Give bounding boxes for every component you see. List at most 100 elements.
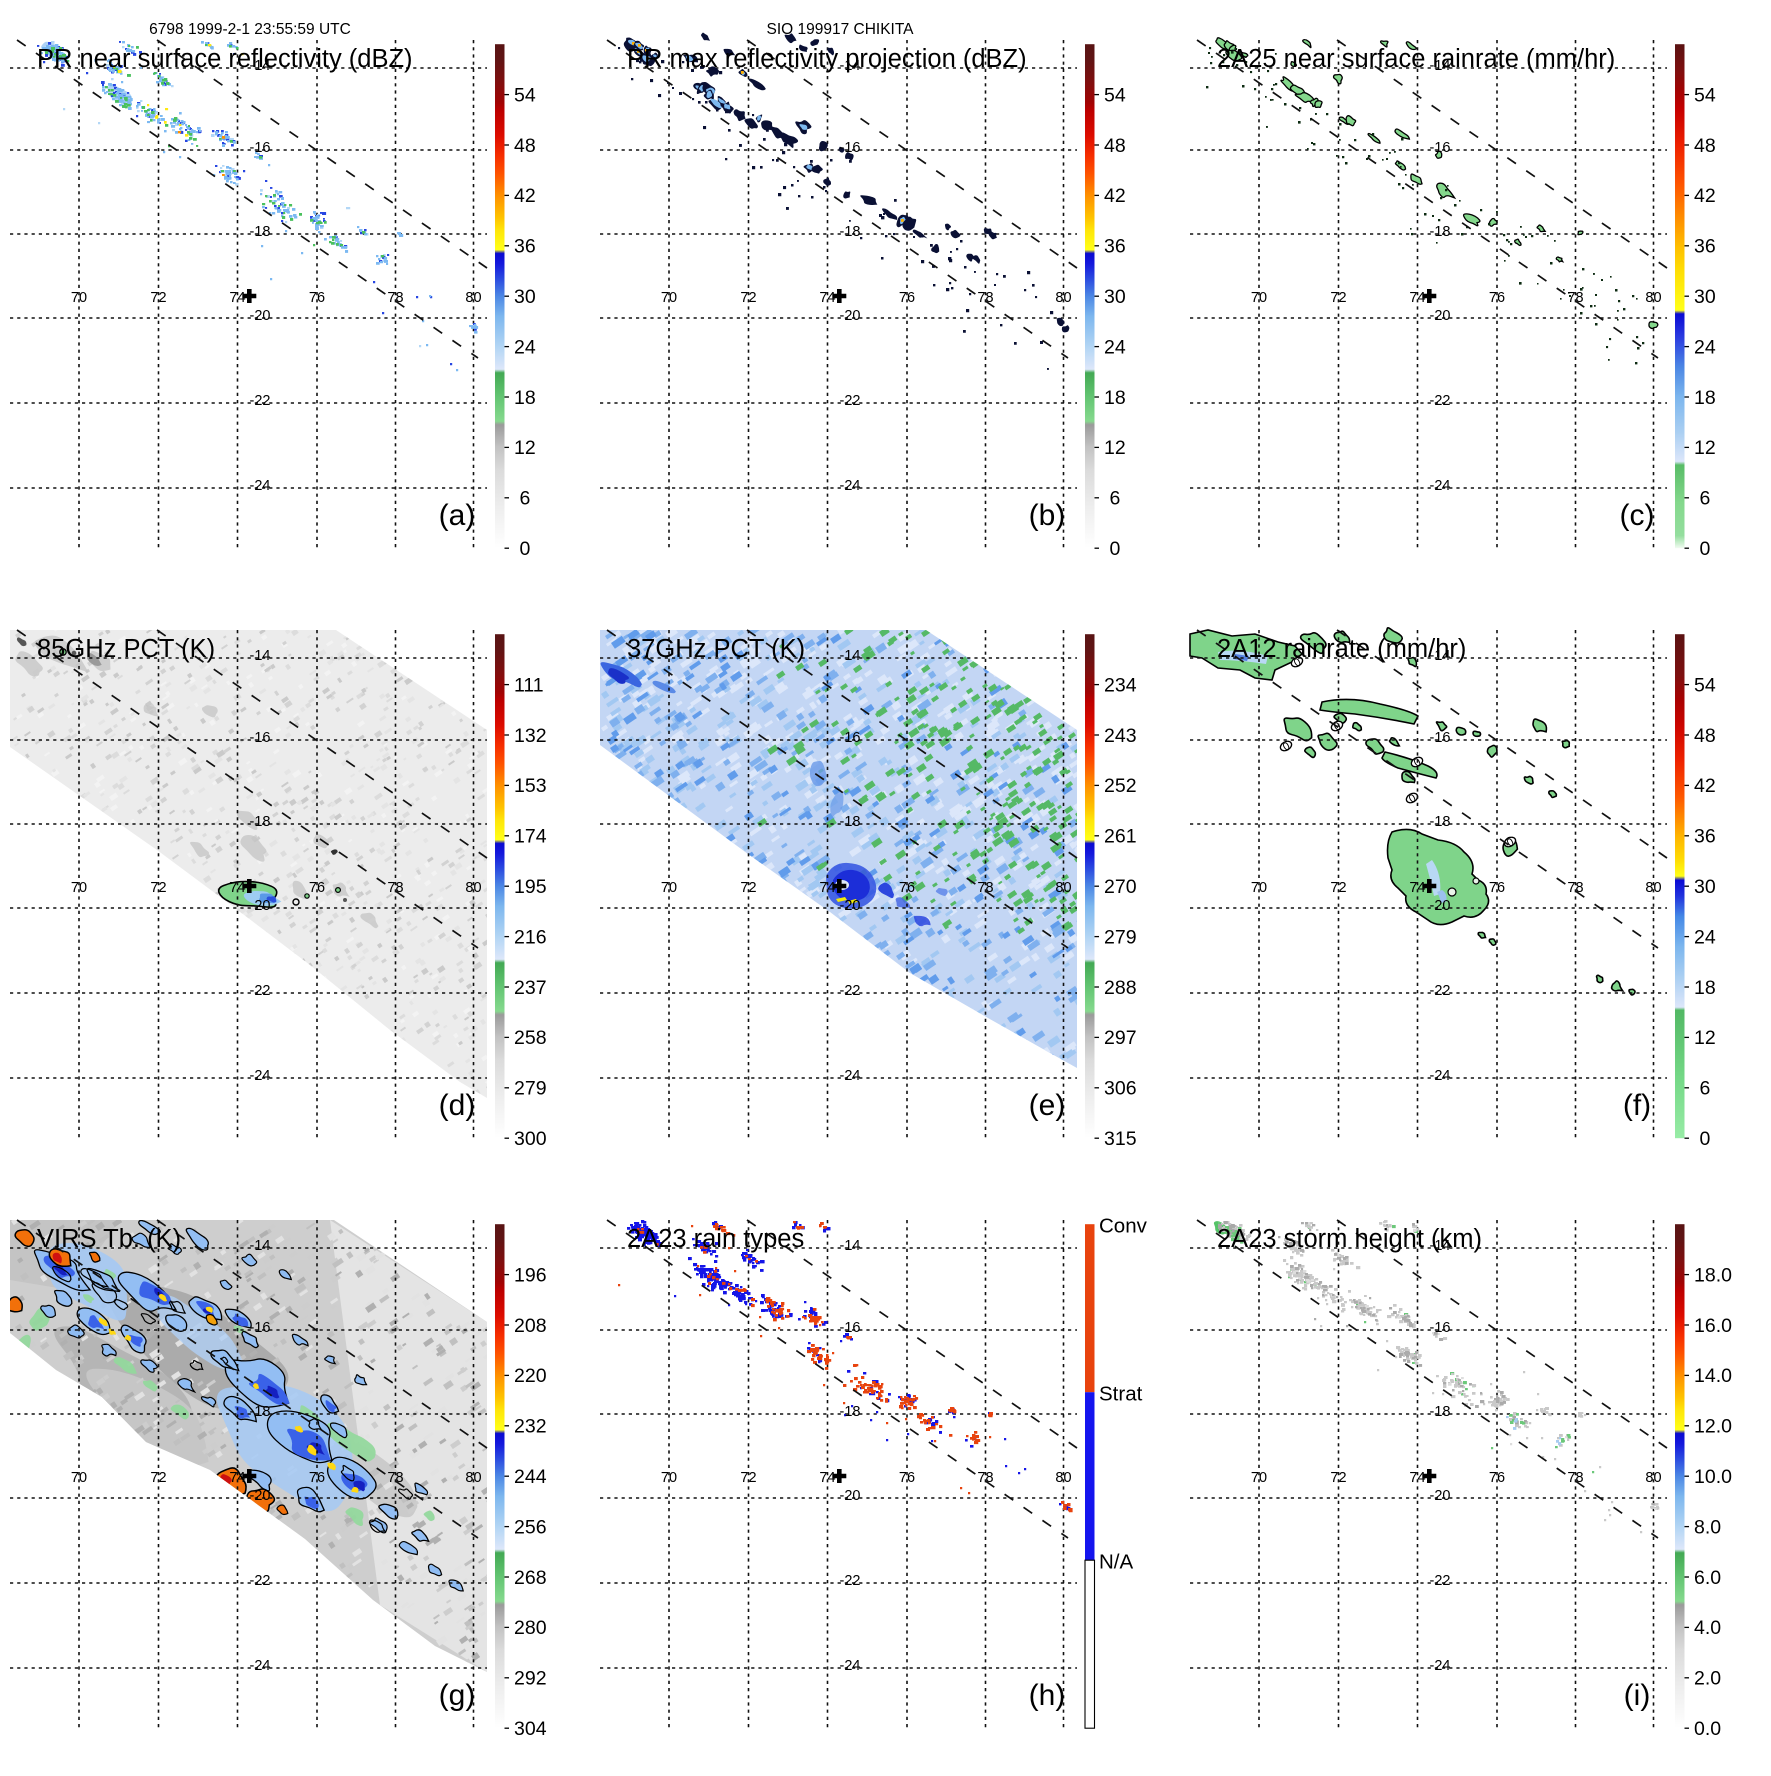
svg-text:76: 76 — [309, 880, 325, 896]
svg-text:30: 30 — [1694, 286, 1716, 308]
svg-text:70: 70 — [661, 1470, 677, 1486]
svg-text:-18: -18 — [1430, 1404, 1451, 1420]
svg-text:300: 300 — [514, 1128, 547, 1150]
svg-text:132: 132 — [514, 725, 547, 747]
svg-text:SIO 199917 CHIKITA: SIO 199917 CHIKITA — [766, 21, 914, 38]
svg-text:70: 70 — [1251, 1470, 1267, 1486]
svg-text:195: 195 — [514, 876, 547, 898]
svg-text:70: 70 — [1251, 880, 1267, 896]
svg-text:-14: -14 — [250, 648, 271, 664]
svg-text:37GHz PCT (K): 37GHz PCT (K) — [627, 635, 805, 663]
svg-text:-24: -24 — [840, 1658, 861, 1674]
svg-text:-16: -16 — [250, 730, 271, 746]
svg-text:54: 54 — [514, 84, 536, 106]
svg-text:243: 243 — [1104, 725, 1137, 747]
svg-text:-24: -24 — [250, 478, 271, 494]
svg-text:-22: -22 — [840, 1573, 861, 1589]
svg-text:72: 72 — [150, 1470, 166, 1486]
svg-text:2A23 storm height (km): 2A23 storm height (km) — [1217, 1225, 1482, 1253]
svg-text:30: 30 — [514, 286, 536, 308]
svg-text:237: 237 — [514, 977, 547, 999]
svg-text:-20: -20 — [1430, 308, 1451, 324]
svg-text:2A12 rainrate (mm/hr): 2A12 rainrate (mm/hr) — [1217, 635, 1466, 663]
svg-text:-24: -24 — [250, 1658, 271, 1674]
svg-text:-20: -20 — [840, 1488, 861, 1504]
svg-text:6.0: 6.0 — [1694, 1567, 1721, 1589]
svg-text:74: 74 — [1409, 880, 1425, 896]
svg-text:-16: -16 — [840, 730, 861, 746]
svg-text:48: 48 — [1694, 135, 1716, 157]
svg-text:6: 6 — [520, 488, 531, 510]
svg-text:-16: -16 — [840, 1320, 861, 1336]
svg-text:78: 78 — [1567, 1470, 1583, 1486]
svg-text:54: 54 — [1694, 84, 1716, 106]
svg-text:72: 72 — [150, 880, 166, 896]
svg-text:111: 111 — [514, 674, 544, 696]
svg-text:78: 78 — [977, 880, 993, 896]
svg-text:80: 80 — [465, 880, 481, 896]
svg-text:76: 76 — [309, 290, 325, 306]
svg-text:76: 76 — [899, 290, 915, 306]
svg-text:48: 48 — [1694, 725, 1716, 747]
svg-text:48: 48 — [514, 135, 536, 157]
svg-text:-14: -14 — [1430, 1238, 1451, 1254]
svg-text:304: 304 — [514, 1718, 547, 1740]
svg-text:76: 76 — [899, 880, 915, 896]
svg-text:-20: -20 — [250, 1488, 271, 1504]
svg-text:74: 74 — [229, 290, 245, 306]
svg-text:(g): (g) — [439, 1679, 476, 1712]
svg-text:279: 279 — [514, 1078, 547, 1100]
svg-text:-18: -18 — [250, 224, 271, 240]
svg-text:Conv: Conv — [1099, 1215, 1148, 1238]
svg-text:-24: -24 — [1430, 1068, 1451, 1084]
svg-text:72: 72 — [1330, 290, 1346, 306]
svg-text:6: 6 — [1700, 488, 1711, 510]
svg-text:76: 76 — [1489, 1470, 1505, 1486]
svg-text:54: 54 — [1694, 674, 1716, 696]
svg-text:0: 0 — [1412, 756, 1423, 769]
svg-text:0: 0 — [1407, 792, 1418, 805]
svg-text:0: 0 — [1700, 538, 1711, 560]
svg-text:288: 288 — [1104, 977, 1137, 999]
svg-text:42: 42 — [1694, 775, 1716, 797]
svg-text:(f): (f) — [1623, 1089, 1651, 1122]
svg-text:2A23 rain types: 2A23 rain types — [627, 1225, 804, 1253]
svg-text:-22: -22 — [1430, 1573, 1451, 1589]
svg-text:-20: -20 — [1430, 898, 1451, 914]
svg-text:-18: -18 — [250, 1404, 271, 1420]
svg-text:174: 174 — [514, 826, 547, 848]
svg-text:80: 80 — [1055, 290, 1071, 306]
svg-text:30: 30 — [1104, 286, 1126, 308]
svg-text:6798 1999-2-1 23:55:59 UTC: 6798 1999-2-1 23:55:59 UTC — [149, 21, 351, 38]
svg-text:78: 78 — [387, 880, 403, 896]
svg-text:-20: -20 — [250, 898, 271, 914]
svg-text:-14: -14 — [1430, 58, 1451, 74]
svg-text:72: 72 — [740, 290, 756, 306]
svg-text:70: 70 — [1251, 290, 1267, 306]
svg-text:78: 78 — [977, 290, 993, 306]
svg-text:-24: -24 — [840, 1068, 861, 1084]
svg-text:-24: -24 — [250, 1068, 271, 1084]
svg-text:4.0: 4.0 — [1694, 1617, 1721, 1639]
svg-text:80: 80 — [465, 290, 481, 306]
svg-text:16.0: 16.0 — [1694, 1315, 1732, 1337]
svg-text:74: 74 — [819, 880, 835, 896]
svg-text:72: 72 — [1330, 880, 1346, 896]
svg-text:-14: -14 — [250, 58, 271, 74]
svg-text:76: 76 — [1489, 290, 1505, 306]
svg-text:74: 74 — [1409, 1470, 1425, 1486]
svg-text:54: 54 — [1104, 84, 1126, 106]
svg-text:-18: -18 — [840, 814, 861, 830]
svg-text:-24: -24 — [1430, 1658, 1451, 1674]
svg-text:Strat: Strat — [1099, 1383, 1143, 1406]
svg-text:-16: -16 — [250, 1320, 271, 1336]
svg-text:2.0: 2.0 — [1694, 1668, 1721, 1690]
svg-text:24: 24 — [514, 336, 536, 358]
svg-text:2A25 near surface rainrate (mm: 2A25 near surface rainrate (mm/hr) — [1217, 45, 1615, 73]
svg-text:-14: -14 — [840, 648, 861, 664]
svg-text:-14: -14 — [840, 58, 861, 74]
svg-text:VIRS Tb. (K): VIRS Tb. (K) — [37, 1225, 181, 1253]
svg-text:306: 306 — [1104, 1078, 1137, 1100]
svg-text:74: 74 — [229, 880, 245, 896]
svg-text:-22: -22 — [840, 983, 861, 999]
